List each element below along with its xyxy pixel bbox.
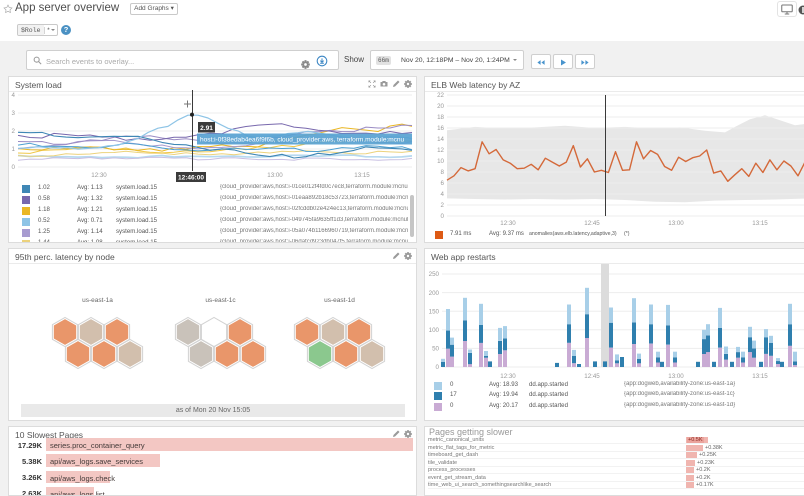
svg-text:13:00: 13:00 [668, 220, 684, 227]
svg-text:12:30: 12:30 [91, 172, 107, 179]
svg-text:22: 22 [437, 92, 444, 99]
svg-text:us-east-1d: us-east-1d [324, 297, 355, 304]
svg-text:12: 12 [437, 147, 444, 154]
svg-text:10: 10 [437, 158, 444, 165]
svg-text:250: 250 [429, 271, 440, 278]
svg-text:us-east-1c: us-east-1c [205, 297, 236, 304]
svg-text:3: 3 [12, 110, 16, 117]
svg-text:13:15: 13:15 [752, 373, 768, 380]
svg-text:150: 150 [429, 308, 440, 315]
svg-text:16: 16 [437, 125, 444, 132]
svg-text:0: 0 [436, 364, 440, 371]
svg-text:20: 20 [437, 103, 444, 110]
svg-text:12:45: 12:45 [584, 220, 600, 227]
svg-text:4: 4 [441, 191, 445, 198]
svg-text:host:i-0f38edab4ea6f9f6b, clou: host:i-0f38edab4ea6f9f6b, cloud_provider… [200, 137, 405, 144]
svg-text:1: 1 [12, 146, 16, 153]
svg-text:200: 200 [429, 290, 440, 297]
svg-text:4: 4 [12, 92, 16, 99]
svg-text:13:15: 13:15 [354, 172, 370, 179]
svg-text:6: 6 [441, 180, 445, 187]
svg-text:12:45: 12:45 [584, 373, 600, 380]
svg-text:2: 2 [441, 202, 445, 209]
svg-text:100: 100 [429, 327, 440, 334]
svg-text:13:00: 13:00 [668, 373, 684, 380]
svg-text:us-east-1a: us-east-1a [82, 297, 113, 304]
svg-text:2.91: 2.91 [200, 125, 213, 132]
svg-text:0: 0 [441, 213, 445, 220]
svg-text:13:15: 13:15 [752, 220, 768, 227]
svg-text:12:46:00: 12:46:00 [178, 175, 204, 182]
svg-text:18: 18 [437, 114, 444, 121]
svg-text:8: 8 [441, 169, 445, 176]
svg-text:50: 50 [432, 346, 439, 353]
svg-text:13:00: 13:00 [267, 172, 283, 179]
svg-text:12:30: 12:30 [500, 220, 516, 227]
svg-text:14: 14 [437, 136, 444, 143]
svg-text:12:30: 12:30 [500, 373, 516, 380]
svg-text:0: 0 [12, 164, 16, 171]
svg-text:2: 2 [12, 128, 16, 135]
